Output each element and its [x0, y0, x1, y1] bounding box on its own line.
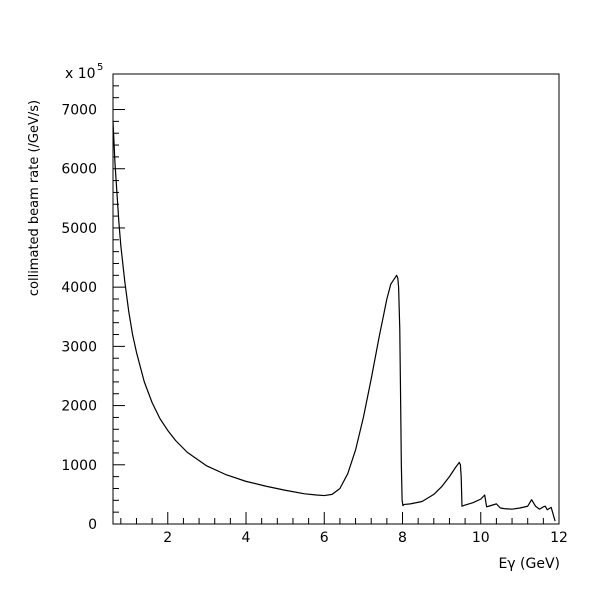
x-tick-label: 12 [550, 530, 568, 546]
x-tick-label: 10 [472, 530, 490, 546]
y-tick-label: 2000 [61, 399, 97, 415]
plot-frame [112, 73, 560, 525]
y-tick-label: 1000 [61, 458, 97, 474]
x-tick-label: 6 [320, 530, 329, 546]
y-tick-label: 6000 [61, 162, 97, 178]
x-axis-label: Eγ (GeV) [498, 556, 560, 572]
x-tick-label: 4 [242, 530, 251, 546]
y-tick-label: 5000 [61, 221, 97, 237]
y-tick-label: 4000 [61, 280, 97, 296]
x-tick-label: 8 [398, 530, 407, 546]
x-tick-label: 2 [163, 530, 172, 546]
tick-labels: 2 4 6 8 10 12 0 1000 2000 3000 4000 5000 6000 7000 [61, 103, 568, 546]
tick-marks [113, 73, 560, 525]
series-line [112, 121, 556, 522]
y-multiplier-label: x 10 [65, 66, 96, 82]
y-tick-label: 7000 [61, 103, 97, 119]
y-tick-label: 0 [88, 517, 97, 533]
y-tick-label: 3000 [61, 339, 97, 355]
y-axis-label: collimated beam rate (/GeV/s) [27, 100, 42, 296]
y-multiplier-exponent: 5 [97, 62, 103, 73]
